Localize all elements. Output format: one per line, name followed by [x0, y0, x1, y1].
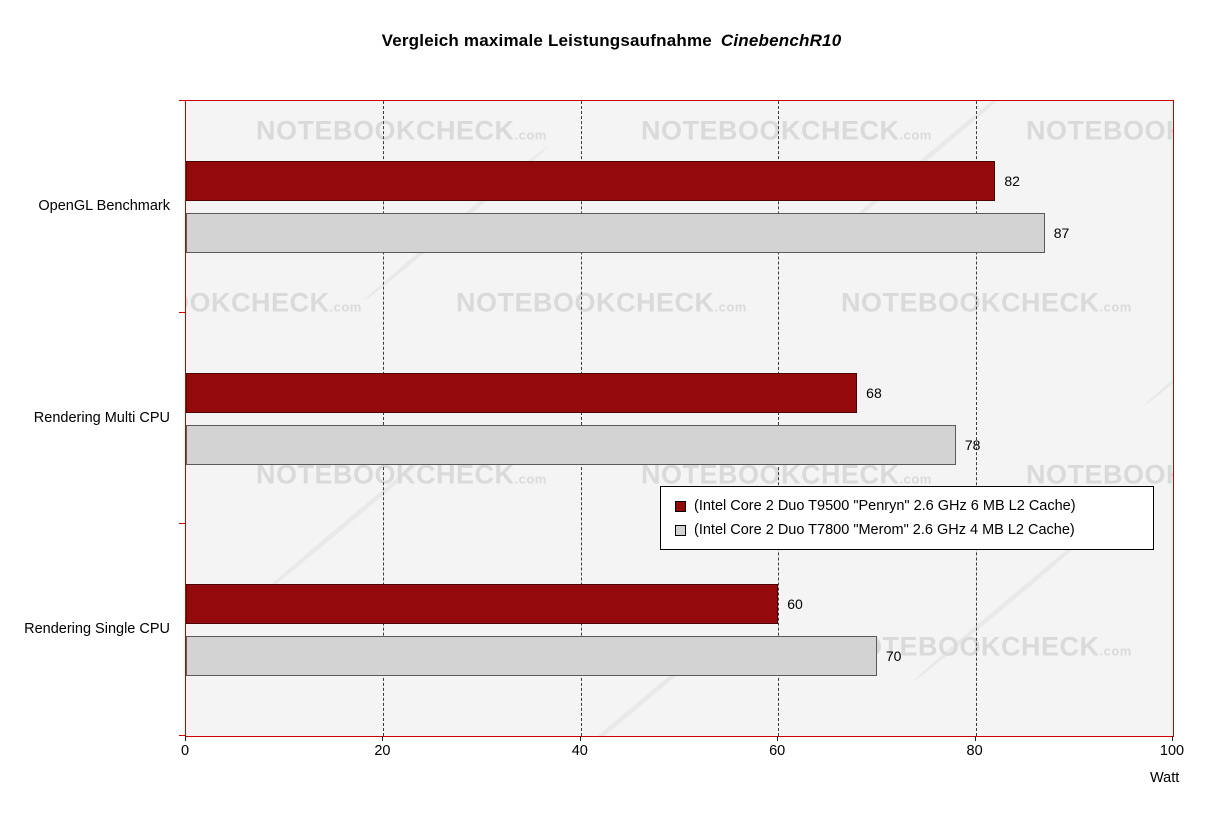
bar-value-label: 70	[885, 648, 902, 665]
legend-color-swatch	[675, 500, 686, 512]
legend-row-1: (Intel Core 2 Duo T7800 "Merom" 2.6 GHz …	[661, 518, 1153, 542]
x-tick-mark-100	[1172, 736, 1173, 741]
gridline-40	[580, 101, 582, 736]
x-tick-mark-0	[185, 736, 186, 741]
y-axis-tick-marks	[179, 100, 185, 736]
bar-series1-rendering-single-cpu	[186, 636, 877, 677]
x-tick-label-60: 60	[769, 743, 786, 759]
legend-color-swatch	[675, 524, 686, 536]
watermark-text: NOTEBOOKCHECK.com	[256, 115, 547, 146]
x-tick-label-100: 100	[1159, 743, 1185, 759]
watermark-suffix: .com	[514, 471, 547, 487]
bar-series1-opengl-benchmark	[186, 213, 1045, 253]
watermark-text: NOTEBOOKCHECK.com	[841, 287, 1132, 318]
category-label-opengl-benchmark: OpenGL Benchmark	[38, 198, 170, 214]
x-axis-tick-marks	[185, 736, 1173, 742]
x-tick-label-40: 40	[571, 743, 588, 759]
category-label-rendering-multi-cpu: Rendering Multi CPU	[33, 409, 170, 426]
category-label-rendering-single-cpu: Rendering Single CPU	[24, 621, 170, 638]
bar-series0-rendering-multi-cpu	[186, 372, 858, 413]
watermark-suffix: .com	[1099, 643, 1132, 659]
bar-value-label: 87	[1053, 225, 1070, 241]
bar-series0-opengl-benchmark	[186, 161, 996, 201]
legend-row-0: (Intel Core 2 Duo T9500 "Penryn" 2.6 GHz…	[661, 494, 1153, 518]
chart-title-text: Vergleich maximale Leistungsaufnahme	[381, 31, 712, 50]
bar-value-label: 82	[1004, 173, 1020, 189]
chart-title: Vergleich maximale Leistungsaufnahme Cin…	[0, 31, 1223, 51]
y-tick-mark	[179, 312, 185, 313]
legend-series-label: (Intel Core 2 Duo T9500 "Penryn" 2.6 GHz…	[694, 498, 1076, 514]
watermark-suffix: .com	[1099, 299, 1132, 315]
gridline-20	[383, 101, 385, 736]
legend-series-label: (Intel Core 2 Duo T7800 "Merom" 2.6 GHz …	[694, 522, 1075, 538]
bar-value-label: 78	[964, 436, 981, 453]
y-axis-category-labels: OpenGL Benchmark Rendering Multi CPU Rende…	[0, 100, 178, 735]
x-tick-label-20: 20	[374, 743, 391, 759]
bar-series1-rendering-multi-cpu	[186, 424, 956, 465]
x-tick-mark-40	[579, 736, 581, 741]
y-tick-mark	[179, 100, 185, 101]
y-tick-mark	[179, 523, 185, 524]
x-tick-mark-80	[974, 736, 976, 741]
chart-title-emphasis: CinebenchR10	[720, 31, 842, 50]
watermark-text: NOTEBOOKCHECK.com	[841, 631, 1132, 662]
x-tick-mark-60	[777, 736, 779, 741]
background-swoosh-decoration	[1142, 249, 1173, 408]
watermark-text: NOTEBOOKCHECK.com	[1026, 459, 1173, 490]
y-tick-mark	[179, 735, 185, 736]
x-tick-label-80: 80	[966, 743, 983, 759]
watermark-suffix: .com	[514, 127, 547, 143]
watermark-suffix: .com	[899, 471, 932, 487]
watermark-text: NOTEBOOKCHECK.com	[641, 115, 932, 146]
x-tick-mark-20	[382, 736, 384, 741]
gridline-60	[778, 101, 780, 736]
watermark-suffix: .com	[899, 127, 932, 143]
bar-value-label: 60	[787, 596, 803, 613]
watermark-suffix: .com	[714, 299, 747, 315]
plot-area: NOTEBOOKCHECK.com NOTEBOOKCHECK.com NOTEBO…	[185, 100, 1174, 737]
gridline-80	[975, 101, 977, 736]
x-tick-label-0: 0	[180, 743, 190, 759]
watermark-text: NOTEBOOKCHECK.com	[456, 287, 747, 318]
bar-series0-rendering-single-cpu	[186, 584, 779, 625]
watermark-text: NOTEBOOKCHECK.com	[186, 287, 362, 318]
x-axis-unit-label: Watt	[1150, 770, 1180, 786]
bar-value-label: 68	[866, 384, 882, 401]
watermark-text: NOTEBOOKCHECK.com	[1026, 115, 1173, 146]
x-axis-tick-labels: 0 20 40 60 80 100	[181, 743, 1184, 763]
legend: (Intel Core 2 Duo T9500 "Penryn" 2.6 GHz…	[660, 486, 1154, 550]
watermark-suffix: .com	[329, 299, 362, 315]
